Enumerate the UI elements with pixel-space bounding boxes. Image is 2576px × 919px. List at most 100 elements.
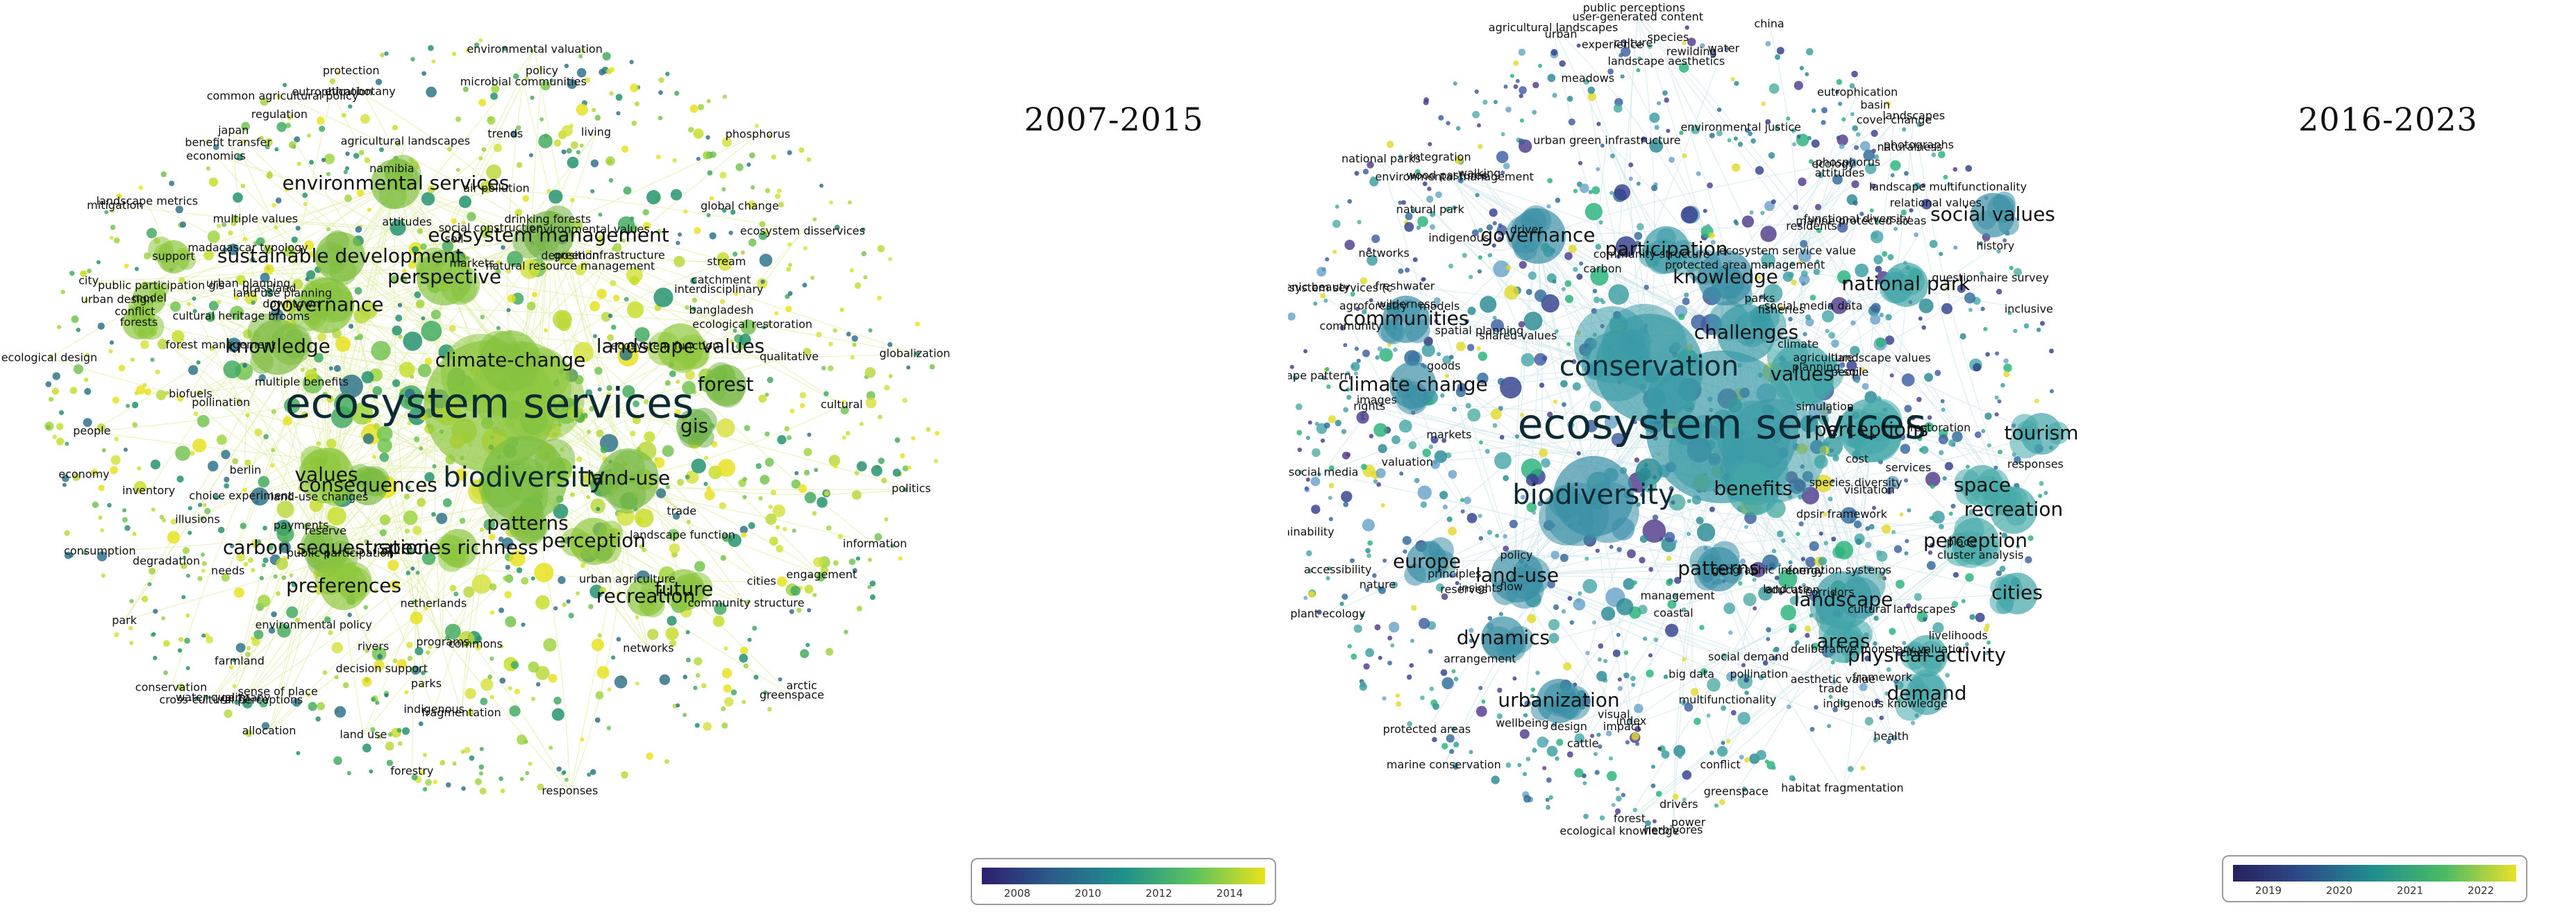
keyword-node [329,78,336,85]
keyword-label: forestry [390,764,433,777]
keyword-label: governance [1481,224,1596,246]
keyword-hub-node [1396,299,1421,323]
keyword-node [658,90,663,95]
keyword-node [721,533,730,542]
keyword-node [1875,337,1886,348]
keyword-label: landscape values [596,335,765,357]
keyword-label: management [1641,589,1715,602]
keyword-node [1634,457,1640,463]
keyword-label: cost [1846,452,1868,465]
keyword-node [643,221,651,230]
keyword-label: land use planning [233,286,332,299]
keyword-label: model [132,292,167,305]
keyword-hub-node [705,380,727,401]
keyword-label: driver [1510,223,1543,236]
keyword-label: index [1616,714,1647,727]
keyword-node [64,551,72,559]
keyword-node [1500,170,1505,175]
keyword-node [1366,247,1371,252]
keyword-label: deposition [541,249,599,262]
keyword-node [1777,562,1782,567]
keyword-node [1646,669,1654,677]
keyword-node [728,230,733,235]
link [1593,496,1976,542]
keyword-node [1492,221,1497,226]
keyword-node [2034,398,2039,403]
keyword-node [516,567,523,573]
keyword-node [188,365,199,376]
keyword-node [1305,435,1310,441]
keyword-hub-node [310,531,333,555]
keyword-node [277,623,291,638]
keyword-node [1854,145,1859,151]
keyword-node [1709,50,1716,58]
keyword-node [1739,754,1744,760]
keyword-node [1673,539,1678,544]
keyword-node [597,387,602,391]
keyword-node [1350,292,1355,297]
keyword-node [1730,710,1737,716]
keyword-node [1847,766,1854,773]
keyword-node [1585,650,1590,655]
keyword-node [1927,415,1932,420]
keyword-node [1412,174,1417,179]
keyword-node [1790,261,1796,267]
keyword-hub-node [1954,514,1984,544]
keyword-node [228,340,234,347]
keyword-label: governance [269,293,384,316]
keyword-hub-node [674,334,710,370]
keyword-node [1682,657,1687,661]
keyword-node [1890,160,1901,171]
keyword-node [124,447,128,452]
keyword-node [848,558,856,566]
colorbar-tick: 2019 [2255,884,2282,897]
keyword-label: planning [1792,360,1840,373]
link [115,205,549,237]
keyword-node [181,595,186,600]
keyword-label: models [1419,300,1460,313]
keyword-label: agricultural landscapes [1489,21,1619,34]
keyword-label: recreation [1964,498,2063,521]
keyword-hub-node [1843,644,1860,661]
keyword-label: responses [2007,457,2064,471]
keyword-node [1796,532,1800,537]
keyword-node [1760,250,1765,255]
keyword-node [785,305,792,312]
keyword-node [1428,444,1434,450]
keyword-node [1806,48,1814,56]
keyword-label: forest management [166,338,276,351]
keyword-node [1904,405,1912,413]
keyword-node [1365,587,1370,592]
keyword-node [353,153,360,159]
keyword-node [721,137,732,147]
keyword-node [1741,663,1746,668]
keyword-node [1786,116,1791,121]
keyword-node [85,353,90,357]
keyword-node [1875,219,1880,224]
keyword-node [167,530,181,544]
keyword-node [134,481,147,494]
keyword-node [525,76,529,81]
keyword-node [1809,727,1815,732]
keyword-node [505,268,512,274]
keyword-label: perceptions [1814,418,1929,441]
keyword-label: japan [217,124,249,137]
keyword-node [1675,305,1688,318]
keyword-node [656,488,667,498]
keyword-label: simulation [1796,400,1854,413]
keyword-label: rights [1353,399,1385,412]
keyword-node [1828,496,1833,502]
keyword-node [1902,641,1907,646]
keyword-node [235,275,246,285]
keyword-node [1375,355,1380,360]
keyword-node [759,253,773,267]
keyword-node [613,294,620,302]
keyword-node [1886,667,1891,673]
keyword-label: eutrophication [292,85,372,98]
keyword-node [1548,618,1560,631]
keyword-node [1985,352,1990,357]
keyword-label: green infrastructure [553,248,665,262]
keyword-node [300,367,305,372]
keyword-node [1679,130,1684,135]
keyword-node [2007,310,2012,315]
